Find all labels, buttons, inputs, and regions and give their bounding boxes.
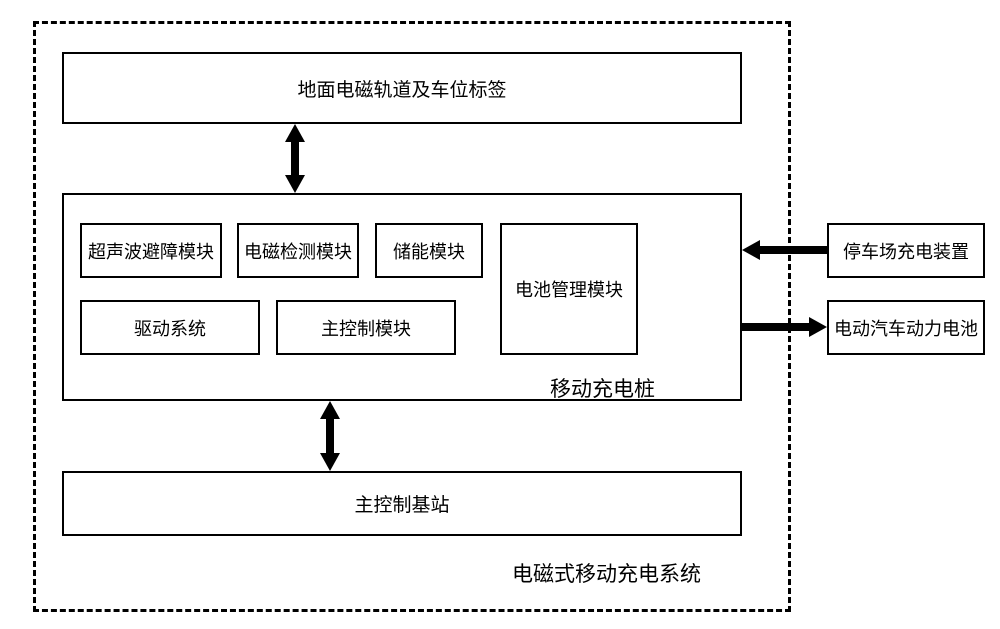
drive-system: 驱动系统	[80, 300, 260, 355]
parking-charger: 停车场充电装置	[827, 223, 985, 278]
battery-mgmt-label: 电池管理模块	[515, 276, 623, 302]
drive-system-label: 驱动系统	[134, 315, 206, 341]
ev-battery: 电动汽车动力电池	[827, 300, 985, 355]
parking-charger-label: 停车场充电装置	[843, 238, 969, 264]
energy-storage-module: 储能模块	[375, 223, 483, 278]
main-control-module: 主控制模块	[276, 300, 456, 355]
ultrasonic-label: 超声波避障模块	[88, 238, 214, 264]
battery-mgmt-module: 电池管理模块	[500, 223, 638, 355]
base-station-label: 主控制基站	[354, 490, 449, 517]
ultrasonic-module: 超声波避障模块	[80, 223, 222, 278]
ev-battery-label: 电动汽车动力电池	[834, 315, 978, 341]
em-detect-label: 电磁检测模块	[244, 238, 352, 264]
mobile-pile-label: 移动充电桩	[550, 373, 655, 403]
em-detect-module: 电磁检测模块	[237, 223, 359, 278]
top-box-label: 地面电磁轨道及车位标签	[297, 75, 506, 102]
base-station: 主控制基站	[62, 471, 742, 536]
energy-storage-label: 储能模块	[393, 238, 465, 264]
top-box: 地面电磁轨道及车位标签	[62, 52, 742, 124]
main-control-module-label: 主控制模块	[321, 315, 411, 341]
system-name-label: 电磁式移动充电系统	[512, 558, 701, 588]
